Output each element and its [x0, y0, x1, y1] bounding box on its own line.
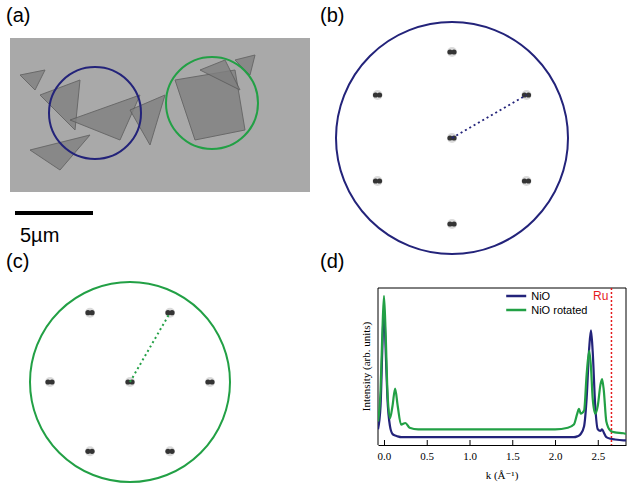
diffraction-pattern: [30, 282, 230, 482]
series-line: [378, 296, 626, 434]
region-outline: [49, 67, 141, 159]
x-tick: 0.0: [378, 440, 392, 462]
flake: [20, 70, 45, 90]
direction-line: [452, 95, 526, 138]
spot-halo: [165, 446, 175, 456]
legend-swatch: [506, 309, 526, 312]
x-tick-label: 2.0: [549, 450, 563, 462]
x-tick: 1.5: [506, 440, 520, 462]
scale-bar-label: 5µm: [20, 224, 59, 246]
panel-label: (a): [6, 4, 30, 26]
x-axis-title: k (Å⁻¹): [486, 469, 519, 482]
legend-label: NiO rotated: [531, 304, 587, 316]
x-tick-mark: [384, 440, 385, 445]
spot-halo: [85, 446, 95, 456]
x-tick-label: 1.5: [506, 450, 520, 462]
x-tick: 1.0: [463, 440, 477, 462]
annotation-line: [611, 288, 613, 445]
plot-area: [378, 288, 626, 445]
spot-halo: [373, 176, 383, 186]
scale-bar: [15, 211, 93, 215]
x-tick-label: 1.0: [463, 450, 477, 462]
pattern-outline: [336, 22, 568, 254]
x-tick-label: 0.0: [378, 450, 392, 462]
flake: [130, 95, 165, 145]
figure: (a) 5µm (b) (c) (d) 0.0 0.5 1.0 1.5 2.0 2.5 k (Å⁻¹)…: [0, 0, 637, 488]
spot-halo: [447, 219, 457, 229]
pattern-outline: [30, 282, 230, 482]
spot-halo: [373, 90, 383, 100]
x-tick-mark: [512, 440, 513, 445]
x-axis-line: [379, 445, 627, 446]
x-tick: 2.0: [549, 440, 563, 462]
legend-swatch: [506, 295, 526, 298]
x-tick: 2.5: [591, 440, 605, 462]
x-tick-mark: [470, 440, 471, 445]
y-axis-title: Intensity (arb. units): [360, 321, 373, 411]
spot-halo: [521, 176, 531, 186]
region-outline: [166, 57, 258, 149]
panel-label: (c): [6, 250, 29, 272]
series-line: [378, 307, 626, 440]
x-tick-mark: [555, 440, 556, 445]
legend-label: NiO: [531, 290, 550, 302]
annotation-label: Ru: [593, 289, 608, 303]
flake: [70, 95, 140, 140]
x-tick: 0.5: [420, 440, 434, 462]
frame-right: [626, 288, 627, 445]
x-tick-label: 0.5: [420, 450, 434, 462]
flake: [30, 135, 90, 170]
flake: [200, 60, 240, 90]
x-axis: 0.0 0.5 1.0 1.5 2.0 2.5: [378, 440, 627, 462]
spot-halo: [447, 47, 457, 57]
diffraction-pattern: [336, 22, 568, 254]
spot-halo: [205, 377, 215, 387]
frame-top: [378, 288, 626, 289]
chart: 0.0 0.5 1.0 1.5 2.0 2.5 k (Å⁻¹) Intensity (arb.…: [360, 288, 627, 482]
panel-a: 5µm: [10, 38, 310, 246]
flake: [40, 80, 80, 130]
spot-halo: [85, 308, 95, 318]
panel-label: (b): [320, 4, 344, 26]
spot-halo: [45, 377, 55, 387]
legend: NiO NiO rotated: [506, 290, 587, 316]
panel-label: (d): [320, 250, 344, 272]
direction-line: [130, 313, 170, 382]
x-tick-label: 2.5: [591, 450, 605, 462]
micrograph: [10, 38, 310, 192]
x-tick-mark: [427, 440, 428, 445]
x-tick-mark: [598, 440, 599, 445]
